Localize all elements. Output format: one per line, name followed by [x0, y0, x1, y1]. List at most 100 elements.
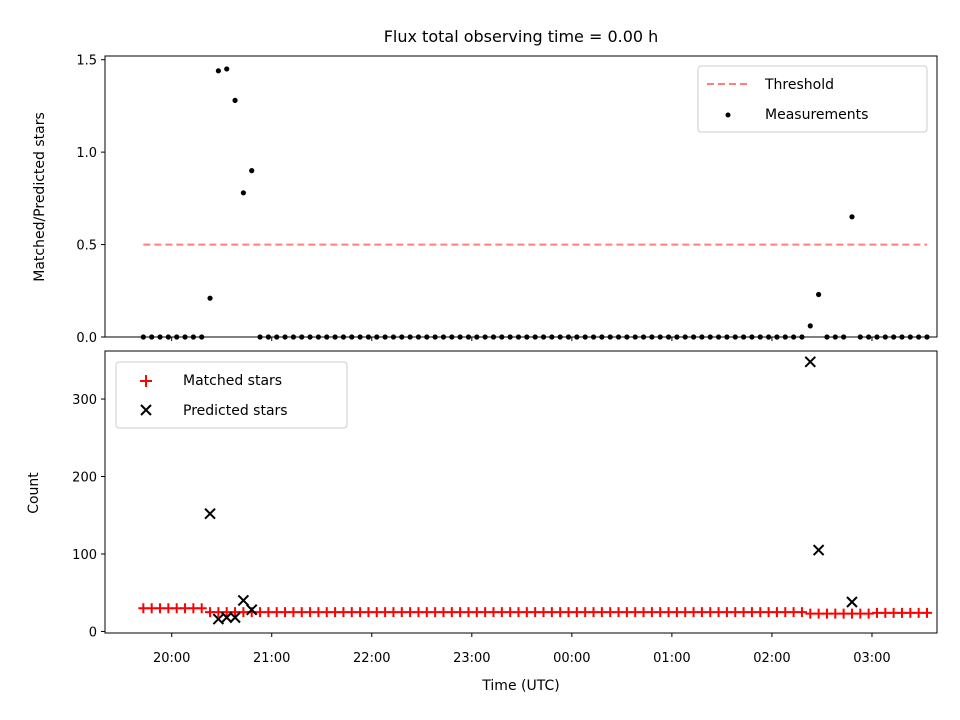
- matched-stars-point: [671, 607, 682, 618]
- matched-stars-point: [888, 607, 899, 618]
- matched-stars-point: [505, 607, 516, 618]
- matched-stars-point: [321, 607, 332, 618]
- legend-predicted-swatch: [140, 404, 152, 416]
- x-tick-label: 01:00: [653, 651, 690, 666]
- matched-stars-point: [871, 607, 882, 618]
- matched-stars-point: [355, 607, 366, 618]
- matched-stars-point: [880, 607, 891, 618]
- matched-stars-point: [430, 607, 441, 618]
- x-tick-label: 00:00: [553, 651, 590, 666]
- matched-stars-point: [296, 607, 307, 618]
- matched-stars-point: [396, 607, 407, 618]
- matched-stars-point: [213, 607, 224, 618]
- matched-stars-point: [688, 607, 699, 618]
- bottom-y-tick-label: 300: [72, 393, 97, 408]
- measurement-point: [807, 323, 813, 329]
- bottom-axis-ticks: 20:00 21:00 22:00 23:00 00:00 01:00 02:00 03:00…: [72, 393, 891, 666]
- bottom-y-tick-label: 100: [72, 548, 97, 563]
- legend-matched-swatch: [140, 375, 152, 387]
- matched-stars-point: [813, 608, 824, 619]
- matched-stars-point: [638, 607, 649, 618]
- chart-title: Flux total observing time = 0.00 h: [384, 27, 659, 46]
- matched-stars-point: [805, 608, 816, 619]
- x-axis-label: Time (UTC): [481, 678, 559, 694]
- matched-stars-point: [821, 608, 832, 619]
- matched-stars-point: [263, 607, 274, 618]
- predicted-stars-point: [204, 507, 216, 520]
- matched-stars-point: [680, 607, 691, 618]
- matched-stars-point: [496, 607, 507, 618]
- matched-stars-point: [205, 607, 216, 618]
- measurement-point: [232, 97, 238, 103]
- matched-stars-point: [280, 607, 291, 618]
- matched-stars-points: [138, 603, 932, 619]
- top-y-tick-label: 1.0: [76, 146, 97, 161]
- predicted-stars-point: [804, 356, 816, 368]
- matched-stars-point: [188, 603, 199, 614]
- matched-stars-point: [755, 607, 766, 618]
- x-tick-label: 22:00: [353, 651, 390, 666]
- predicted-stars-point: [229, 611, 241, 624]
- matched-stars-point: [371, 607, 382, 618]
- matched-stars-point: [305, 607, 316, 618]
- matched-stars-point: [563, 607, 574, 618]
- matched-stars-point: [438, 607, 449, 618]
- measurement-point: [207, 295, 213, 301]
- measurement-point: [849, 214, 855, 220]
- matched-stars-point: [630, 607, 641, 618]
- legend-predicted-label: Predicted stars: [183, 403, 288, 419]
- matched-stars-point: [830, 608, 841, 619]
- measurement-point: [224, 66, 230, 72]
- matched-stars-point: [455, 607, 466, 618]
- matched-stars-point: [863, 608, 874, 619]
- top-axis-ticks: 0.0 0.5 1.0 1.5: [76, 54, 873, 346]
- matched-stars-point: [180, 603, 191, 614]
- matched-stars-point: [596, 607, 607, 618]
- matched-stars-point: [388, 607, 399, 618]
- matched-stars-point: [605, 607, 616, 618]
- matched-stars-point: [521, 607, 532, 618]
- matched-stars-point: [788, 607, 799, 618]
- x-tick-label: 03:00: [853, 651, 890, 666]
- legend-measurements-label: Measurements: [765, 107, 868, 123]
- matched-stars-point: [488, 607, 499, 618]
- matched-stars-point: [196, 603, 207, 614]
- matched-stars-point: [155, 603, 166, 614]
- predicted-stars-points: [204, 356, 858, 625]
- matched-stars-point: [405, 607, 416, 618]
- matched-stars-point: [555, 607, 566, 618]
- matched-stars-point: [838, 608, 849, 619]
- matched-stars-point: [380, 607, 391, 618]
- matched-stars-point: [580, 607, 591, 618]
- matched-stars-point: [621, 607, 632, 618]
- matched-stars-point: [571, 607, 582, 618]
- predicted-stars-point: [846, 596, 858, 608]
- legend-matched-label: Matched stars: [183, 373, 282, 389]
- matched-stars-point: [913, 607, 924, 618]
- bottom-legend-box: [115, 361, 348, 429]
- bottom-plot-frame: [104, 350, 938, 634]
- matched-stars-point: [463, 607, 474, 618]
- matched-stars-point: [513, 607, 524, 618]
- matched-stars-point: [746, 607, 757, 618]
- matched-stars-point: [771, 607, 782, 618]
- matched-stars-point: [338, 607, 349, 618]
- top-panel: 0.0 0.5 1.0 1.5 Matched/Predicted stars Thr…: [32, 54, 938, 346]
- bottom-y-tick-label: 0: [89, 625, 97, 640]
- predicted-stars-point: [237, 594, 250, 607]
- top-y-tick-label: 0.0: [76, 331, 97, 346]
- matched-stars-point: [221, 607, 232, 618]
- matched-stars-point: [855, 608, 866, 619]
- top-y-tick-label: 0.5: [76, 239, 97, 254]
- matched-stars-point: [255, 607, 266, 618]
- matched-stars-point: [471, 607, 482, 618]
- matched-stars-point: [730, 607, 741, 618]
- matched-stars-point: [646, 607, 657, 618]
- predicted-stars-point: [246, 604, 258, 616]
- matched-stars-point: [921, 607, 932, 618]
- matched-stars-point: [546, 607, 557, 618]
- x-tick-label: 02:00: [753, 651, 790, 666]
- matched-stars-point: [896, 607, 907, 618]
- matched-stars-point: [363, 607, 374, 618]
